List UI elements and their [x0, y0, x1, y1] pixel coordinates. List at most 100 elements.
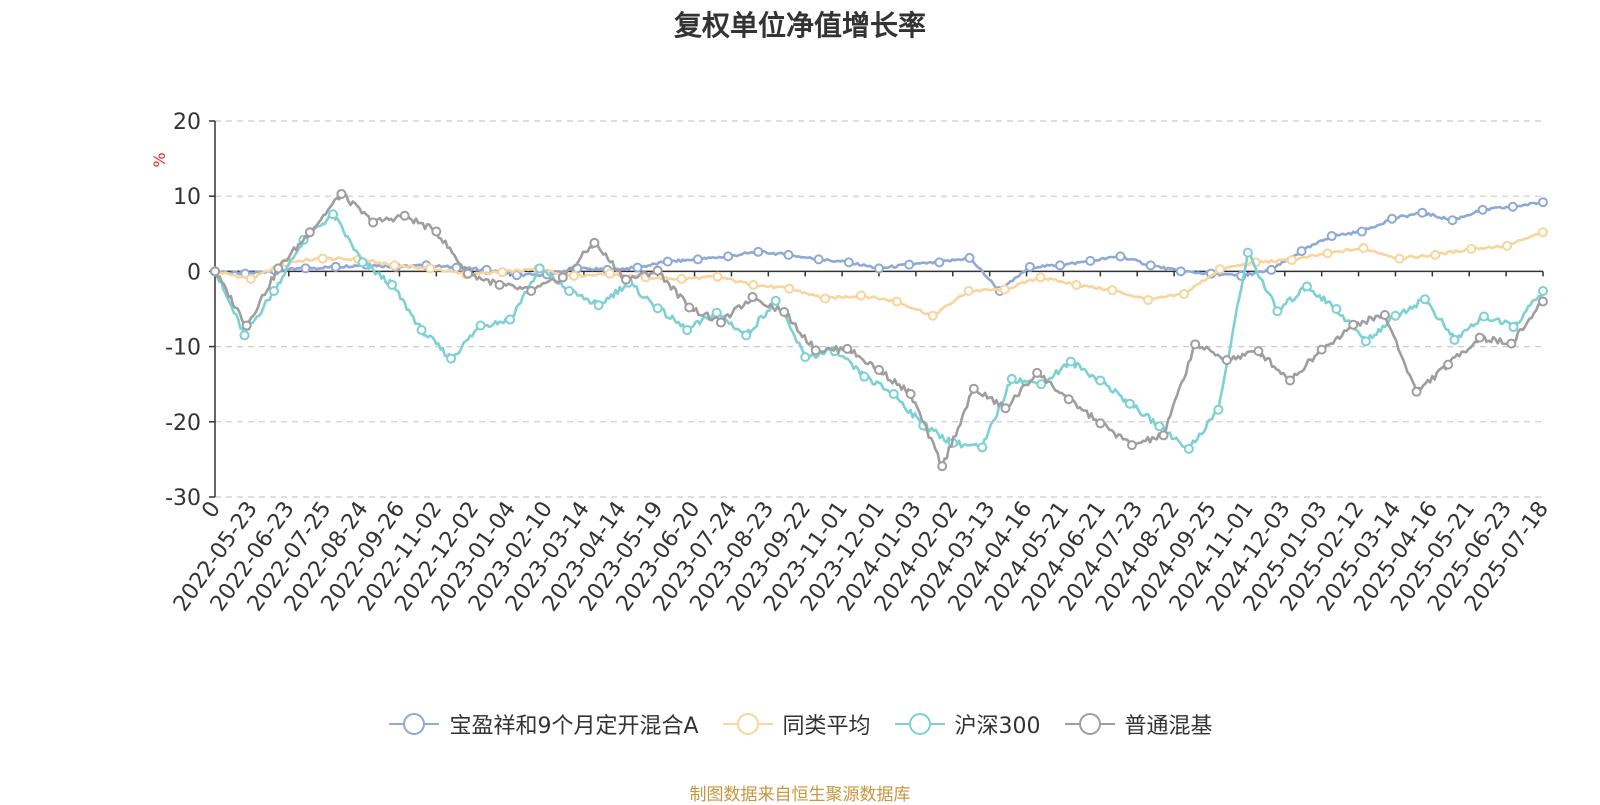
legend-marker-circle: [908, 713, 931, 735]
data-point: [1538, 285, 1548, 296]
data-point: [1316, 344, 1327, 355]
data-point: [1411, 386, 1422, 397]
series-group: [210, 197, 1548, 296]
data-point: [1538, 227, 1548, 238]
data-point: [1071, 279, 1082, 290]
legend-marker-icon: [1064, 713, 1115, 735]
data-point: [1095, 418, 1106, 429]
data-point: [741, 330, 752, 341]
data-point: [662, 256, 673, 267]
y-tick-label: 20: [173, 110, 201, 135]
data-point: [874, 364, 884, 375]
data-point: [934, 257, 945, 268]
legend-marker-icon: [722, 713, 773, 735]
source-note: 制图数据来自恒生聚源数据库: [689, 785, 911, 805]
y-tick-labels: 20 10 0 -10 -20 -30: [165, 110, 201, 511]
data-point: [1107, 285, 1118, 296]
data-point: [1272, 306, 1283, 317]
data-point: [1348, 319, 1359, 330]
data-point: [820, 293, 831, 304]
data-point: [891, 296, 902, 307]
data-point: [304, 227, 315, 238]
data-point: [937, 461, 948, 472]
data-point: [1474, 332, 1485, 343]
data-point: [723, 251, 734, 262]
data-point: [1322, 248, 1333, 259]
data-point: [1124, 398, 1135, 409]
data-point: [977, 442, 988, 453]
data-point: [1253, 346, 1264, 357]
data-point: [999, 284, 1010, 295]
legend-item[interactable]: 同类平均: [721, 708, 871, 740]
data-point: [1143, 294, 1154, 305]
data-point: [389, 260, 400, 271]
data-point: [927, 310, 938, 321]
data-point: [1447, 215, 1458, 226]
data-point: [425, 263, 436, 274]
legend: 宝盈祥和9个月定开混合A 同类平均 沪深300 普通混基: [0, 708, 1600, 740]
data-point: [1183, 443, 1194, 454]
data-point: [557, 272, 568, 283]
data-point: [652, 265, 663, 276]
data-point: [621, 274, 632, 285]
data-point: [1179, 288, 1190, 299]
data-point: [1360, 336, 1371, 347]
data-point: [682, 325, 693, 336]
data-point: [1390, 310, 1401, 321]
data-point: [416, 325, 427, 336]
data-point: [1242, 247, 1253, 258]
series-line: [213, 212, 1545, 452]
data-point: [968, 383, 979, 394]
data-point: [1065, 356, 1076, 367]
y-tick-label: -30: [165, 486, 201, 511]
data-point: [269, 285, 280, 296]
data-point: [368, 217, 379, 228]
legend-item[interactable]: 宝盈祥和9个月定开混合A: [387, 708, 699, 740]
data-point: [336, 188, 347, 199]
data-point: [210, 266, 220, 277]
data-point: [431, 226, 442, 237]
data-point: [534, 263, 545, 274]
data-point: [783, 249, 794, 260]
data-point: [770, 295, 781, 306]
data-point: [1430, 249, 1441, 260]
data-point: [1502, 240, 1513, 251]
data-point: [676, 273, 687, 284]
data-point: [589, 237, 600, 248]
legend-marker-circle: [403, 713, 426, 735]
data-point: [1175, 266, 1186, 277]
data-point: [800, 352, 811, 363]
data-point: [1286, 255, 1297, 266]
data-point: [505, 314, 516, 325]
data-point: [1000, 403, 1011, 414]
data-point: [1190, 339, 1201, 350]
data-point: [568, 270, 579, 281]
data-point: [904, 259, 915, 270]
legend-item[interactable]: 普通混基: [1063, 708, 1213, 740]
data-point: [715, 317, 726, 328]
data-point: [813, 254, 824, 265]
data-point: [859, 371, 870, 382]
data-point: [1331, 304, 1342, 314]
data-point: [328, 209, 339, 220]
data-point: [239, 330, 250, 341]
data-point: [964, 252, 975, 263]
data-point: [843, 257, 854, 268]
data-point: [1358, 243, 1369, 254]
data-point: [779, 307, 790, 318]
data-point: [747, 291, 758, 302]
data-point: [1266, 264, 1277, 275]
data-point: [446, 353, 457, 364]
legend-item[interactable]: 沪深300: [893, 708, 1041, 740]
data-point: [1213, 404, 1224, 415]
data-point: [1036, 379, 1047, 390]
data-point: [497, 267, 508, 278]
data-point: [753, 246, 764, 257]
data-point: [387, 279, 398, 290]
data-point: [1417, 207, 1428, 218]
data-point: [245, 273, 256, 284]
data-point: [1538, 296, 1548, 307]
data-point: [1158, 430, 1169, 441]
data-point: [1063, 394, 1074, 405]
data-point: [241, 320, 252, 331]
